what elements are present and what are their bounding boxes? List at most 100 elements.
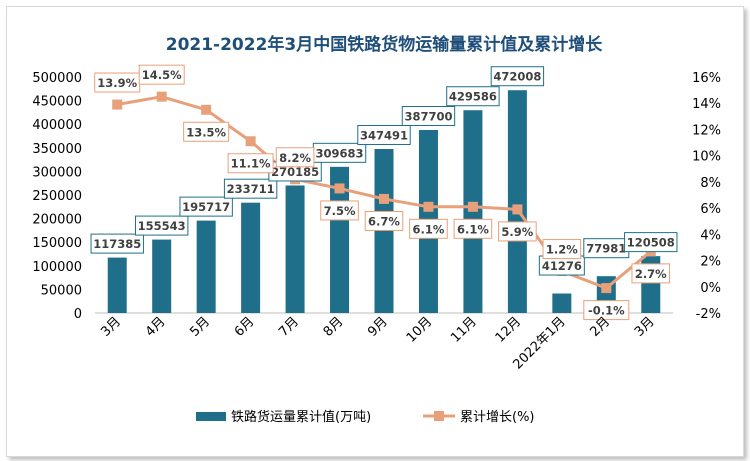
right-tick-label: 6% bbox=[700, 202, 721, 217]
x-tick-label: 3月 bbox=[98, 314, 124, 340]
growth-value-label-box bbox=[542, 239, 582, 260]
left-tick-label: 200000 bbox=[32, 213, 82, 228]
bar-value-label: 387700 bbox=[404, 110, 452, 124]
chart-title: 2021-2022年3月中国铁路货物运输量累计值及累计增长 bbox=[166, 34, 604, 55]
left-tick-label: 100000 bbox=[32, 260, 82, 275]
growth-value-label-box bbox=[453, 218, 493, 239]
bar-value-label-box bbox=[223, 178, 278, 199]
growth-value-label: 13.9% bbox=[97, 76, 137, 90]
x-tick-label: 10月 bbox=[404, 314, 435, 345]
left-axis: 0 50000 100000 150000 200000 250000 300000 3500… bbox=[32, 71, 82, 322]
bar bbox=[152, 239, 172, 313]
bar-value-label: 117385 bbox=[93, 237, 141, 251]
bar-value-label: 41276 bbox=[542, 259, 582, 273]
bar-value-label-box bbox=[624, 232, 678, 253]
growth-value-label-box bbox=[498, 221, 537, 242]
right-tick-label: 2% bbox=[700, 255, 721, 270]
bar-value-label: 120508 bbox=[627, 236, 675, 250]
left-tick-label: 450000 bbox=[32, 95, 82, 110]
growth-value-label-box bbox=[409, 218, 448, 239]
bar-value-label: 155543 bbox=[138, 219, 186, 233]
right-tick-label: 16% bbox=[692, 71, 721, 86]
right-tick-label: 14% bbox=[692, 97, 721, 112]
bar-value-label-box bbox=[357, 124, 411, 145]
growth-value-label: 6.1% bbox=[413, 222, 445, 236]
legend-bar-swatch bbox=[196, 412, 226, 421]
bar-value-label: 429586 bbox=[449, 90, 497, 104]
growth-value-label: 13.5% bbox=[186, 125, 226, 139]
x-tick-label: 3月 bbox=[632, 314, 658, 340]
growth-value-label: 5.9% bbox=[501, 225, 533, 239]
x-tick-label: 4月 bbox=[143, 314, 169, 340]
bar bbox=[507, 90, 527, 314]
x-tick-label: 11月 bbox=[448, 314, 479, 345]
bar bbox=[374, 148, 394, 313]
bar-value-label-box bbox=[179, 196, 233, 217]
left-tick-label: 400000 bbox=[32, 118, 82, 133]
line-marker bbox=[245, 136, 256, 147]
bar-value-label-box bbox=[134, 215, 189, 236]
growth-value-label: 6.1% bbox=[457, 222, 489, 236]
bar-value-label: 309683 bbox=[316, 146, 364, 160]
bar bbox=[241, 202, 261, 313]
bar-series bbox=[107, 90, 661, 314]
growth-value-label: 14.5% bbox=[142, 68, 182, 82]
line-marker bbox=[334, 183, 345, 194]
line-data-labels: 13.9% 14.5% 13.5% 11.1% 8.2% 7.5% 6.7% 6.1% 6.1%… bbox=[94, 64, 671, 321]
growth-value-label: 11.1% bbox=[231, 157, 271, 171]
right-tick-label: 4% bbox=[700, 228, 721, 243]
growth-value-label-box bbox=[364, 210, 404, 231]
right-tick-label: 8% bbox=[700, 176, 721, 191]
legend-line-marker bbox=[434, 411, 444, 421]
bar-value-label-box bbox=[490, 66, 545, 87]
bar bbox=[107, 257, 127, 313]
bar-value-label: 472008 bbox=[493, 70, 541, 84]
left-tick-label: 350000 bbox=[32, 142, 82, 157]
bar-value-label-box bbox=[446, 86, 500, 107]
legend-line-label: 累计增长(%) bbox=[460, 410, 535, 425]
growth-value-label-box bbox=[183, 121, 230, 142]
growth-value-label-box bbox=[583, 300, 630, 321]
growth-value-label: 2.7% bbox=[635, 267, 667, 281]
x-tick-label: 12月 bbox=[493, 314, 524, 345]
line-marker bbox=[112, 99, 123, 110]
bar-value-label-box bbox=[401, 106, 456, 127]
line-marker bbox=[601, 283, 612, 294]
x-tick-label: 8月 bbox=[321, 314, 347, 340]
bar-value-label: 195717 bbox=[182, 200, 230, 214]
line-marker bbox=[467, 201, 478, 212]
x-tick-label: 7月 bbox=[276, 314, 302, 340]
legend-bar-label: 铁路货运量累计值(万吨) bbox=[231, 409, 371, 425]
line-marker bbox=[512, 204, 523, 215]
line-marker bbox=[379, 193, 389, 204]
growth-value-label: 7.5% bbox=[324, 204, 356, 218]
bar-value-label: 233711 bbox=[227, 182, 275, 196]
right-tick-label: 12% bbox=[692, 123, 721, 138]
bar bbox=[552, 293, 572, 313]
growth-value-label-box bbox=[227, 153, 274, 174]
x-tick-label: 9月 bbox=[365, 314, 391, 340]
right-tick-label: 10% bbox=[692, 150, 721, 165]
left-tick-label: 50000 bbox=[41, 283, 82, 298]
growth-value-label: 1.2% bbox=[546, 243, 578, 257]
growth-value-label: -0.1% bbox=[588, 304, 625, 318]
x-tick-label: 5月 bbox=[187, 314, 213, 340]
left-tick-label: 250000 bbox=[32, 189, 82, 204]
left-tick-label: 300000 bbox=[32, 165, 82, 180]
growth-value-label: 6.7% bbox=[368, 214, 400, 228]
right-tick-label: -2% bbox=[696, 307, 721, 322]
left-tick-label: 150000 bbox=[32, 236, 82, 251]
growth-value-label-box bbox=[275, 147, 315, 168]
bar-value-label-box bbox=[90, 233, 144, 254]
line-marker bbox=[156, 91, 167, 102]
x-tick-label: 6月 bbox=[232, 314, 258, 340]
bar-value-label: 77981 bbox=[586, 242, 626, 256]
bar-value-label: 270185 bbox=[271, 165, 319, 179]
bar-value-label: 347491 bbox=[360, 128, 408, 142]
bar bbox=[196, 220, 216, 313]
legend: 铁路货运量累计值(万吨) 累计增长(%) bbox=[196, 409, 535, 425]
right-axis: -2% 0% 2% 4% 6% 8% 10% 12% 14% 16% bbox=[692, 71, 721, 322]
line-marker bbox=[423, 201, 434, 212]
